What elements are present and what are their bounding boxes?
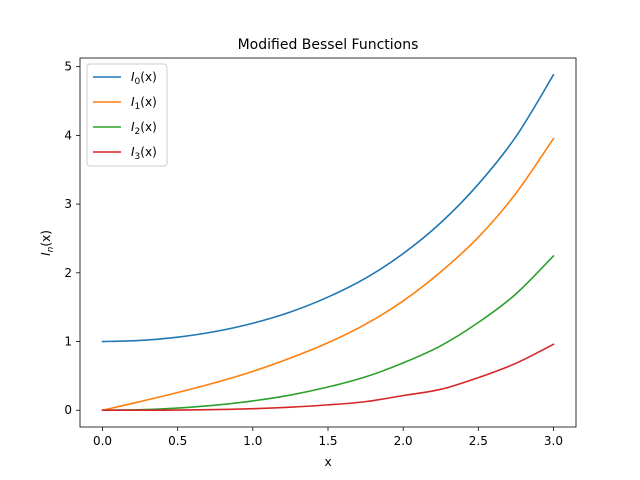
y-axis: 0 1 2 3 4 5 bbox=[64, 60, 80, 417]
legend-label-subscript: 2 bbox=[135, 127, 141, 137]
series-line-i2 bbox=[101, 254, 555, 412]
legend-label-main: I bbox=[131, 70, 135, 84]
legend-label-suffix: (x) bbox=[140, 95, 156, 109]
series-line-i0 bbox=[101, 73, 555, 343]
x-tick-label: 3.0 bbox=[544, 434, 563, 448]
legend: I0(x)I1(x)I2(x)I3(x) bbox=[86, 63, 168, 167]
legend-label-main: I bbox=[131, 120, 135, 134]
legend-label-subscript: 0 bbox=[135, 77, 141, 87]
x-tick-label: 0.0 bbox=[93, 434, 112, 448]
legend-label-i0: I0(x) bbox=[131, 70, 157, 87]
y-axis-label: In(x) bbox=[39, 230, 56, 256]
x-tick-label: 0.5 bbox=[168, 434, 187, 448]
series-line-i1 bbox=[101, 137, 555, 412]
chart-title: Modified Bessel Functions bbox=[238, 37, 419, 53]
legend-label-suffix: (x) bbox=[140, 145, 156, 159]
x-axis-label: x bbox=[324, 455, 331, 469]
y-tick-label: 5 bbox=[64, 60, 72, 74]
x-tick-label: 2.5 bbox=[469, 434, 488, 448]
y-tick-label: 2 bbox=[64, 266, 72, 280]
x-tick-label: 2.0 bbox=[394, 434, 413, 448]
legend-label-suffix: (x) bbox=[140, 120, 156, 134]
legend-label-main: I bbox=[131, 95, 135, 109]
legend-label-subscript: 1 bbox=[135, 102, 141, 112]
legend-box bbox=[86, 63, 168, 167]
y-tick-label: 1 bbox=[64, 335, 72, 349]
x-tick-label: 1.5 bbox=[318, 434, 337, 448]
y-axis-label-main: I bbox=[39, 252, 53, 256]
legend-label-i1: I1(x) bbox=[131, 95, 157, 112]
y-tick-label: 0 bbox=[64, 403, 72, 417]
legend-label-main: I bbox=[131, 145, 135, 159]
y-tick-label: 4 bbox=[64, 128, 72, 142]
series-lines bbox=[101, 73, 555, 412]
legend-label-subscript: 3 bbox=[135, 152, 141, 162]
legend-label-i2: I2(x) bbox=[131, 120, 157, 137]
x-tick-label: 1.0 bbox=[243, 434, 262, 448]
legend-label-suffix: (x) bbox=[140, 70, 156, 84]
series-line-i3 bbox=[101, 343, 555, 412]
y-axis-label-subscript: n bbox=[46, 246, 56, 252]
legend-label-i3: I3(x) bbox=[131, 145, 157, 162]
y-axis-label-suffix: (x) bbox=[39, 230, 53, 246]
y-tick-label: 3 bbox=[64, 197, 72, 211]
x-axis: 0.0 0.5 1.0 1.5 2.0 2.5 3.0 bbox=[93, 427, 563, 448]
